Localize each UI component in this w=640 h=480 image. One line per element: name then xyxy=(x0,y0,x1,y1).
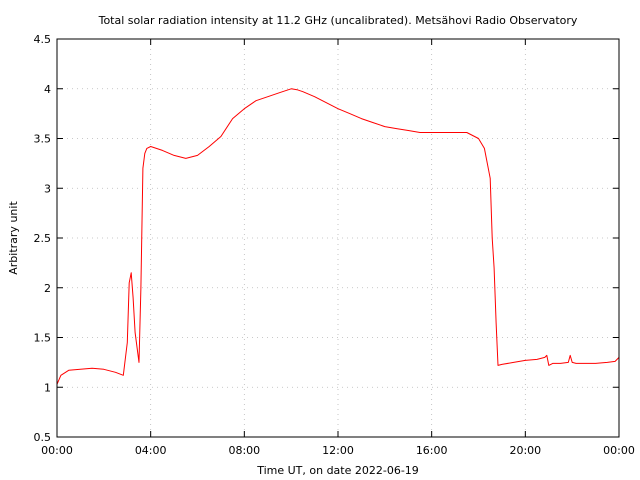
y-tick-labels: 0.5 1 1.5 2 2.5 3 3.5 4 4.5 xyxy=(34,33,52,444)
grid-lines xyxy=(57,39,619,437)
x-tick-label: 00:00 xyxy=(41,444,73,457)
x-axis-label: Time UT, on date 2022-06-19 xyxy=(256,464,419,477)
x-tick-label: 04:00 xyxy=(135,444,167,457)
y-tick-label: 3.5 xyxy=(34,133,52,146)
y-tick-label: 1 xyxy=(44,381,51,394)
x-tick-label: 00:00 xyxy=(603,444,635,457)
x-tick-label: 08:00 xyxy=(228,444,260,457)
x-tick-label: 16:00 xyxy=(416,444,448,457)
y-tick-label: 2 xyxy=(44,282,51,295)
y-tick-label: 3 xyxy=(44,182,51,195)
chart-title: Total solar radiation intensity at 11.2 … xyxy=(98,14,578,27)
y-tick-label: 4.5 xyxy=(34,33,52,46)
series-line xyxy=(56,88,620,385)
axis-ticks xyxy=(56,38,620,438)
x-tick-labels: 00:00 04:00 08:00 12:00 16:00 20:00 00:00 xyxy=(41,444,635,457)
y-axis-label: Arbitrary unit xyxy=(7,201,20,275)
series-line-path xyxy=(56,88,620,385)
y-tick-label: 4 xyxy=(44,83,51,96)
y-tick-label: 2.5 xyxy=(34,232,52,245)
y-tick-label: 0.5 xyxy=(34,431,52,444)
y-tick-label: 1.5 xyxy=(34,332,52,345)
x-tick-label: 20:00 xyxy=(509,444,541,457)
x-tick-label: 12:00 xyxy=(322,444,354,457)
